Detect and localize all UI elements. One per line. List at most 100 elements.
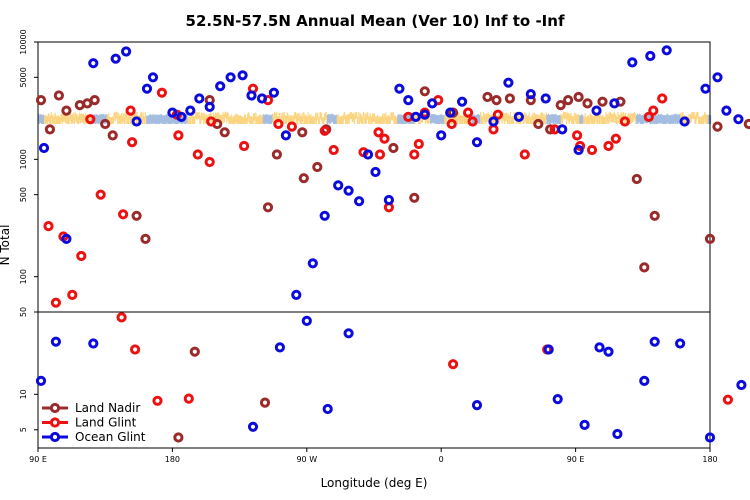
band-segment-land xyxy=(223,114,225,123)
band-segment-land xyxy=(282,115,285,125)
band-segment-land xyxy=(486,113,488,122)
band-segment-land xyxy=(361,117,363,125)
band-segment-land xyxy=(682,111,684,119)
band-segment-ocean xyxy=(152,114,155,123)
land-nadir-point xyxy=(131,210,142,221)
ocean-glint-point xyxy=(471,400,483,411)
band-segment-land xyxy=(688,114,690,123)
band-segment-ocean xyxy=(710,115,712,125)
ocean-glint-point xyxy=(35,375,47,386)
band-segment-ocean xyxy=(642,115,644,125)
band-segment-land xyxy=(279,113,281,121)
ocean-glint-point xyxy=(394,83,405,94)
band-segment-ocean xyxy=(430,115,432,125)
band-segment-ocean xyxy=(640,115,642,125)
band-segment-land xyxy=(235,114,238,123)
land-nadir-point xyxy=(639,262,650,273)
band-segment-land xyxy=(631,113,633,122)
band-segment-ocean xyxy=(580,115,582,125)
band-segment-land xyxy=(600,117,603,125)
band-segment-land xyxy=(205,117,207,125)
legend-marker xyxy=(49,431,61,443)
ocean-glint-point xyxy=(457,96,468,107)
band-segment-land xyxy=(76,113,78,123)
band-segment-land xyxy=(111,117,114,125)
band-segment-land xyxy=(362,116,364,125)
band-segment-land xyxy=(57,115,59,125)
band-segment-ocean xyxy=(99,113,101,123)
band-segment-land xyxy=(466,115,468,125)
band-segment-ocean xyxy=(581,114,583,124)
band-segment-land xyxy=(575,115,577,125)
band-segment-land xyxy=(700,116,702,125)
band-segment-land xyxy=(199,115,201,125)
band-segment-land xyxy=(323,113,326,122)
band-segment-land xyxy=(486,113,488,122)
band-segment-ocean xyxy=(267,115,270,125)
band-segment-ocean xyxy=(647,114,649,123)
band-segment-land xyxy=(64,113,66,122)
land-glint-point xyxy=(446,118,457,130)
band-segment-ocean xyxy=(660,114,662,123)
x-tick-label: 180 xyxy=(702,455,717,464)
ocean-glint-point xyxy=(301,315,312,326)
band-segment-ocean xyxy=(149,114,151,124)
band-segment-land xyxy=(377,116,379,125)
ocean-glint-point xyxy=(540,93,551,104)
band-segment-land xyxy=(317,112,319,120)
band-segment-land xyxy=(420,114,422,123)
band-segment-ocean xyxy=(173,115,176,125)
band-segment-land xyxy=(311,116,313,125)
band-segment-ocean xyxy=(179,114,182,124)
band-segment-ocean xyxy=(637,115,639,125)
band-segment-land xyxy=(114,113,117,121)
band-segment-ocean xyxy=(665,115,667,125)
band-segment-land xyxy=(574,112,576,121)
band-segment-land xyxy=(380,117,382,125)
band-segment-land xyxy=(534,113,536,123)
land-glint-point xyxy=(192,149,203,160)
band-segment-ocean xyxy=(171,114,173,123)
ocean-glint-point xyxy=(675,338,686,349)
band-segment-land xyxy=(362,111,364,119)
band-segment-land xyxy=(359,116,361,125)
band-segment-land xyxy=(73,117,76,125)
band-segment-land xyxy=(212,112,214,120)
band-segment-land xyxy=(368,116,370,125)
band-segment-land xyxy=(701,116,703,125)
land-glint-point xyxy=(409,149,420,160)
band-segment-land xyxy=(444,113,447,122)
band-segment-land xyxy=(73,112,75,121)
band-segment-land xyxy=(58,117,61,125)
land-glint-point xyxy=(374,149,386,160)
band-segment-land xyxy=(589,112,591,121)
band-segment-land xyxy=(533,112,535,120)
ocean-glint-point xyxy=(319,210,330,221)
land-nadir-point xyxy=(259,397,271,408)
land-glint-point xyxy=(413,138,424,150)
band-segment-land xyxy=(480,115,482,125)
band-segment-land xyxy=(299,115,301,125)
band-segment-land xyxy=(326,114,328,124)
band-segment-land xyxy=(458,111,460,119)
band-segment-land xyxy=(525,114,527,123)
land-nadir-point xyxy=(533,118,544,130)
ocean-glint-point xyxy=(410,111,421,123)
band-segment-land xyxy=(630,114,633,124)
ocean-glint-point xyxy=(131,116,142,127)
band-segment-land xyxy=(83,114,85,125)
band-segment-ocean xyxy=(268,115,270,125)
band-segment-ocean xyxy=(38,113,40,123)
band-segment-ocean xyxy=(102,114,104,123)
band-segment-land xyxy=(320,113,323,122)
band-segment-ocean xyxy=(181,114,183,123)
band-segment-land xyxy=(373,113,375,122)
band-segment-land xyxy=(347,114,350,123)
y-tick-label: 100 xyxy=(19,269,28,284)
land-glint-point xyxy=(239,140,250,152)
band-segment-land xyxy=(394,116,396,125)
band-segment-land xyxy=(309,114,311,125)
band-segment-land xyxy=(125,114,127,124)
band-segment-land xyxy=(494,117,496,125)
band-segment-land xyxy=(286,112,288,120)
